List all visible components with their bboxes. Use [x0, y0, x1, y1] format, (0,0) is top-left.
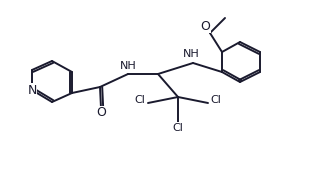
Text: Cl: Cl [173, 123, 183, 133]
Text: O: O [200, 19, 210, 33]
Text: N: N [27, 83, 37, 96]
Text: O: O [96, 107, 106, 120]
Text: Cl: Cl [211, 95, 221, 105]
Text: NH: NH [120, 61, 136, 71]
Text: NH: NH [183, 49, 199, 59]
Text: Cl: Cl [135, 95, 145, 105]
